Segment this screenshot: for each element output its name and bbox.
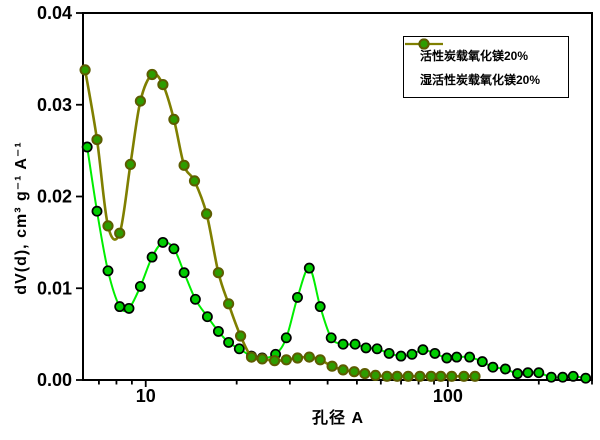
- series-1-marker: [235, 330, 247, 342]
- series-0-marker: [383, 347, 395, 359]
- series-0-marker: [533, 367, 545, 379]
- y-tick-label: 0.02: [37, 187, 72, 207]
- x-tick-label: 10: [136, 386, 156, 406]
- series-1-marker: [168, 113, 180, 126]
- legend: 活性炭载氧化镁20% 湿活性炭载氧化镁20%: [403, 36, 569, 98]
- series-1-marker: [79, 64, 91, 76]
- series-0-marker: [395, 350, 407, 362]
- y-tick-label: 0.03: [37, 95, 72, 115]
- series-0-marker: [580, 372, 592, 384]
- series-0-marker: [371, 343, 383, 355]
- series-1-marker: [458, 370, 470, 382]
- series-0-marker: [487, 361, 499, 373]
- series-1-marker: [91, 134, 103, 146]
- series-0-marker: [123, 302, 135, 314]
- series-0-marker: [280, 332, 292, 344]
- series-1-marker: [291, 352, 304, 364]
- series-1-marker: [223, 298, 235, 310]
- series-0-marker: [303, 262, 315, 274]
- series-0-marker: [476, 356, 488, 368]
- series-0-marker: [212, 325, 224, 337]
- series-1-marker: [114, 227, 126, 239]
- series-0-marker: [499, 363, 511, 375]
- series-1-marker: [359, 368, 371, 380]
- series-0-marker: [360, 342, 372, 354]
- series-1-marker: [124, 158, 136, 170]
- series-1-marker: [348, 366, 360, 378]
- y-tick-label: 0.01: [37, 278, 72, 298]
- series-1-marker: [178, 159, 190, 171]
- series-1-marker: [469, 370, 481, 382]
- series-1-marker: [188, 175, 201, 187]
- series-1-marker: [391, 370, 403, 382]
- series-0-marker: [157, 236, 169, 248]
- series-0-marker: [223, 336, 235, 348]
- series-1-marker: [269, 355, 281, 367]
- series-0-marker: [81, 141, 93, 153]
- y-axis-label: dV(d), cm³ g⁻¹ A⁻¹: [13, 141, 30, 295]
- series-1-marker: [212, 267, 224, 279]
- series-1-marker: [146, 68, 158, 81]
- legend-key-series-1-icon: [405, 38, 443, 50]
- series-0-marker: [102, 265, 114, 277]
- series-1-marker: [414, 370, 426, 382]
- series-0-marker: [314, 301, 326, 313]
- series-1-marker: [369, 369, 382, 381]
- series-0-marker: [451, 351, 463, 363]
- series-0-marker: [337, 338, 349, 350]
- series-1-marker: [435, 370, 447, 382]
- series-1-marker: [134, 95, 146, 107]
- series-1-marker: [157, 79, 169, 91]
- series-0-marker: [545, 371, 557, 383]
- legend-item-series-1: 湿活性炭载氧化镁20%: [405, 38, 568, 89]
- series-0-marker: [292, 291, 303, 303]
- series-1-marker: [280, 354, 292, 366]
- series-0-marker: [178, 267, 190, 279]
- series-1-marker: [256, 353, 268, 365]
- series-1-line: [83, 68, 477, 378]
- x-axis-label: 孔径 A: [311, 410, 365, 427]
- series-0-marker: [441, 352, 453, 364]
- series-0-marker: [464, 351, 476, 363]
- series-0-marker: [325, 332, 337, 344]
- series-0-marker: [201, 311, 213, 323]
- series-0-marker: [168, 243, 180, 255]
- series-0-line: [86, 146, 587, 380]
- series-0-marker: [146, 251, 158, 263]
- series-1-marker: [314, 354, 326, 366]
- series-1-marker: [425, 370, 437, 382]
- series-0-marker: [233, 343, 245, 355]
- legend-label-series-0: 活性炭载氧化镁20%: [420, 48, 529, 63]
- series-0-marker: [349, 338, 361, 350]
- legend-label-series-1: 湿活性炭载氧化镁20%: [420, 72, 541, 87]
- series-0-marker: [114, 301, 126, 313]
- series-1-marker: [303, 351, 315, 363]
- series-1-marker: [337, 364, 349, 376]
- series-0-marker: [91, 205, 103, 217]
- series-0-marker: [429, 347, 441, 359]
- series-0-marker: [134, 280, 146, 292]
- y-tick-label: 0.04: [37, 3, 72, 23]
- series-1-marker: [402, 370, 414, 382]
- series-0-marker: [417, 344, 429, 356]
- series-0-marker: [406, 348, 418, 360]
- series-0-marker: [567, 370, 579, 382]
- series-1-marker: [446, 370, 458, 382]
- y-tick-label: 0.00: [37, 370, 72, 390]
- series-1-marker: [245, 351, 258, 363]
- series-1-marker: [102, 220, 114, 232]
- series-1-marker: [326, 360, 338, 372]
- series-0-marker: [189, 293, 201, 305]
- x-tick-label: 100: [433, 386, 463, 406]
- series-1-marker: [201, 208, 213, 220]
- series-0-marker: [522, 367, 534, 379]
- series-0-marker: [557, 371, 569, 383]
- series-1-marker: [381, 370, 393, 382]
- series-0-marker: [512, 368, 523, 380]
